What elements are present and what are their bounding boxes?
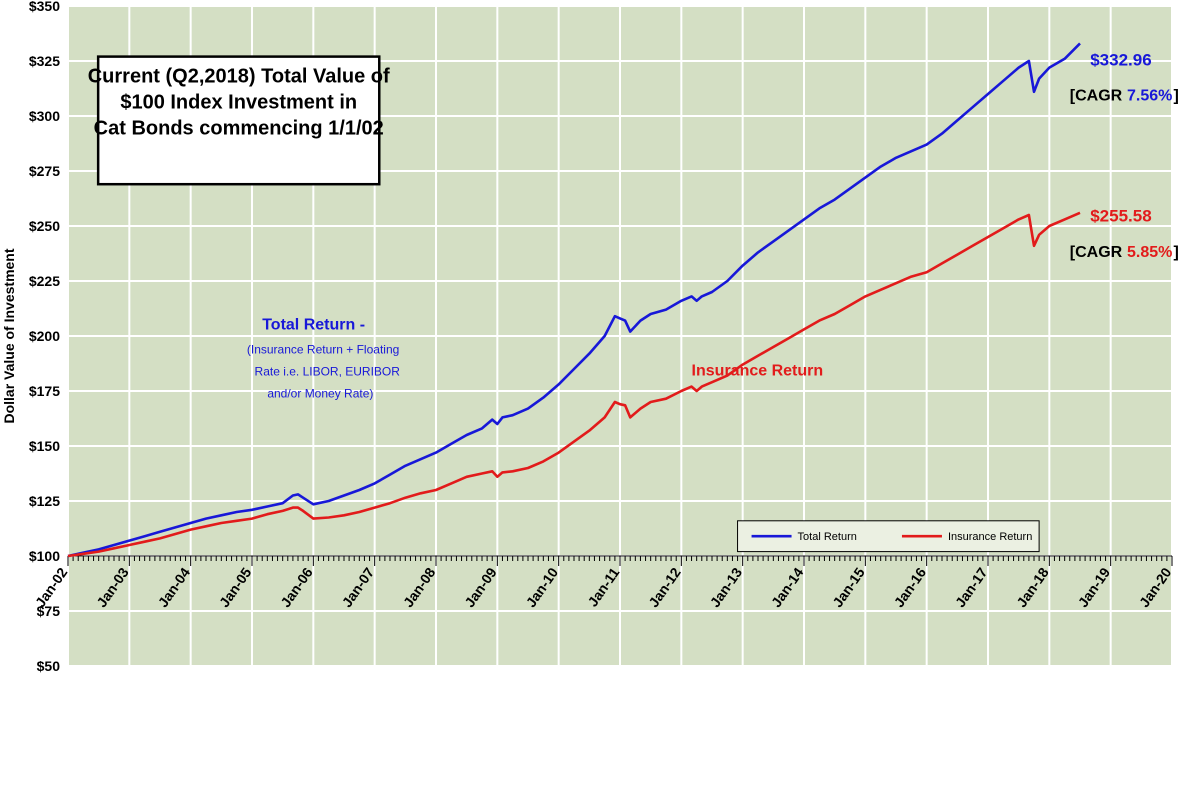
annotation-total-return-title: Total Return - [262, 316, 365, 333]
y-tick-label: $350 [29, 0, 60, 14]
title-line: Cat Bonds commencing 1/1/02 [94, 118, 384, 140]
annotation-insurance-return-label: Insurance Return [692, 363, 824, 380]
annotation-cagr-585-close: ] [1174, 244, 1179, 261]
y-tick-label: $300 [29, 108, 60, 124]
y-tick-label: $250 [29, 218, 60, 234]
annotation-value-332: $332.96 [1090, 50, 1151, 69]
annotation-cagr-585-val: 5.85% [1127, 244, 1172, 261]
y-tick-label: $100 [29, 548, 60, 564]
y-axis-label: Dollar Value of Investment [1, 248, 17, 423]
title-line: $100 Index Investment in [120, 92, 357, 114]
annotation-cagr-585-open: [CAGR [1070, 244, 1123, 261]
annotation-cagr-756-open: [CAGR [1070, 88, 1123, 105]
annotation-total-return-sub3: and/or Money Rate) [267, 387, 373, 401]
annotation-total-return-sub1: (Insurance Return + Floating [247, 343, 399, 357]
y-tick-label: $125 [29, 493, 60, 509]
annotation-cagr-756-close: ] [1174, 88, 1179, 105]
legend-label: Total Return [798, 531, 857, 543]
y-tick-label: $150 [29, 438, 60, 454]
y-tick-label: $50 [37, 658, 61, 674]
y-tick-label: $225 [29, 273, 60, 289]
annotation-cagr-756-val: 7.56% [1127, 88, 1172, 105]
y-tick-label: $200 [29, 328, 60, 344]
y-tick-label: $175 [29, 383, 60, 399]
annotation-value-255: $255.58 [1090, 207, 1151, 226]
y-tick-label: $325 [29, 53, 60, 69]
title-line: Current (Q2,2018) Total Value of [88, 66, 390, 88]
legend-label: Insurance Return [948, 531, 1032, 543]
line-chart: $50$75$100$125$150$175$200$225$250$275$3… [0, 0, 1182, 804]
y-tick-label: $275 [29, 163, 60, 179]
chart-container: $50$75$100$125$150$175$200$225$250$275$3… [0, 0, 1182, 809]
annotation-total-return-sub2: Rate i.e. LIBOR, EURIBOR [255, 365, 401, 379]
